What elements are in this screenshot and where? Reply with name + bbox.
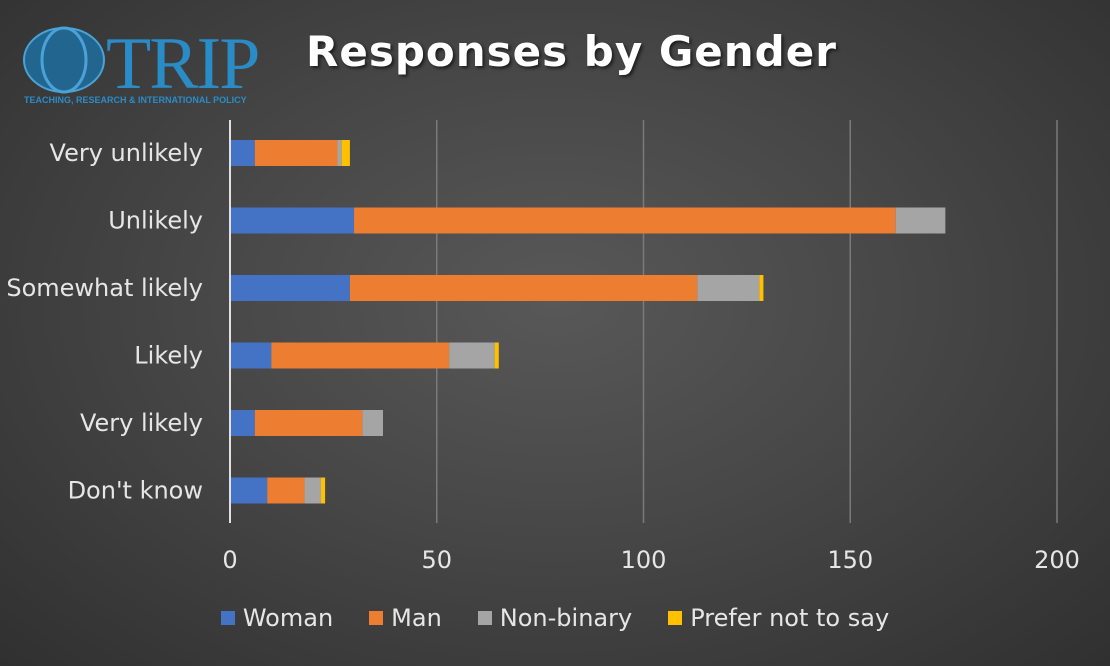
bar-segment <box>354 207 896 234</box>
category-label: Likely <box>134 342 203 370</box>
legend-swatch <box>220 611 235 625</box>
legend-label: Non-binary <box>499 604 633 632</box>
legend-label: Woman <box>242 604 334 632</box>
bar-segment <box>341 140 350 166</box>
x-tick-label: 100 <box>621 546 667 574</box>
x-tick-label: 0 <box>222 546 237 574</box>
category-label: Unlikely <box>108 207 203 235</box>
bar-segment <box>337 140 342 166</box>
legend-swatch <box>477 611 492 625</box>
bar-segment <box>254 140 338 166</box>
bar-segment <box>230 275 350 301</box>
bar-segment <box>697 275 760 301</box>
legend-label: Prefer not to say <box>690 604 890 632</box>
legend-item: Man <box>369 604 442 632</box>
bar-segment <box>230 342 272 369</box>
category-label: Somewhat likely <box>6 274 203 302</box>
legend-swatch <box>668 611 683 625</box>
bar-segment <box>494 342 499 369</box>
chart-title: Responses by Gender <box>306 27 837 76</box>
legend-item: Prefer not to say <box>668 604 889 632</box>
bar-segment <box>271 342 450 369</box>
trip-logo: TRIP TEACHING, RESEARCH & INTERNATIONAL … <box>23 23 260 105</box>
category-label: Very likely <box>80 409 203 437</box>
chart-legend: Woman Man Non-binary Prefer not to say <box>0 604 1110 632</box>
legend-label: Man <box>391 604 442 632</box>
bar-segment <box>230 207 355 234</box>
x-tick-label: 50 <box>421 546 452 574</box>
bar-chart: 0 50 100 150 200 Very unlikely Unlikely Somewha… <box>6 120 1080 574</box>
bar-segment <box>230 477 268 504</box>
bar-segment <box>254 410 363 436</box>
category-label: Don't know <box>68 477 203 505</box>
bar-segment <box>230 410 255 436</box>
logo-subtitle: TEACHING, RESEARCH & INTERNATIONAL POLIC… <box>24 95 247 105</box>
bar-segment <box>320 477 326 504</box>
bar-segment <box>895 207 946 234</box>
bar-segment <box>759 275 764 301</box>
bar-segment <box>449 342 495 369</box>
x-tick-label: 150 <box>827 546 873 574</box>
legend-item: Non-binary <box>477 604 633 632</box>
bar-segment <box>304 477 321 504</box>
legend-swatch <box>369 611 384 625</box>
x-tick-label: 200 <box>1034 546 1080 574</box>
bar-segment <box>230 140 255 166</box>
bar-segment <box>362 410 383 436</box>
bar-segment <box>349 275 698 301</box>
legend-item: Woman <box>220 604 334 632</box>
logo-text: TRIP <box>106 23 258 105</box>
bar-segment <box>267 477 305 504</box>
category-label: Very unlikely <box>50 139 203 167</box>
